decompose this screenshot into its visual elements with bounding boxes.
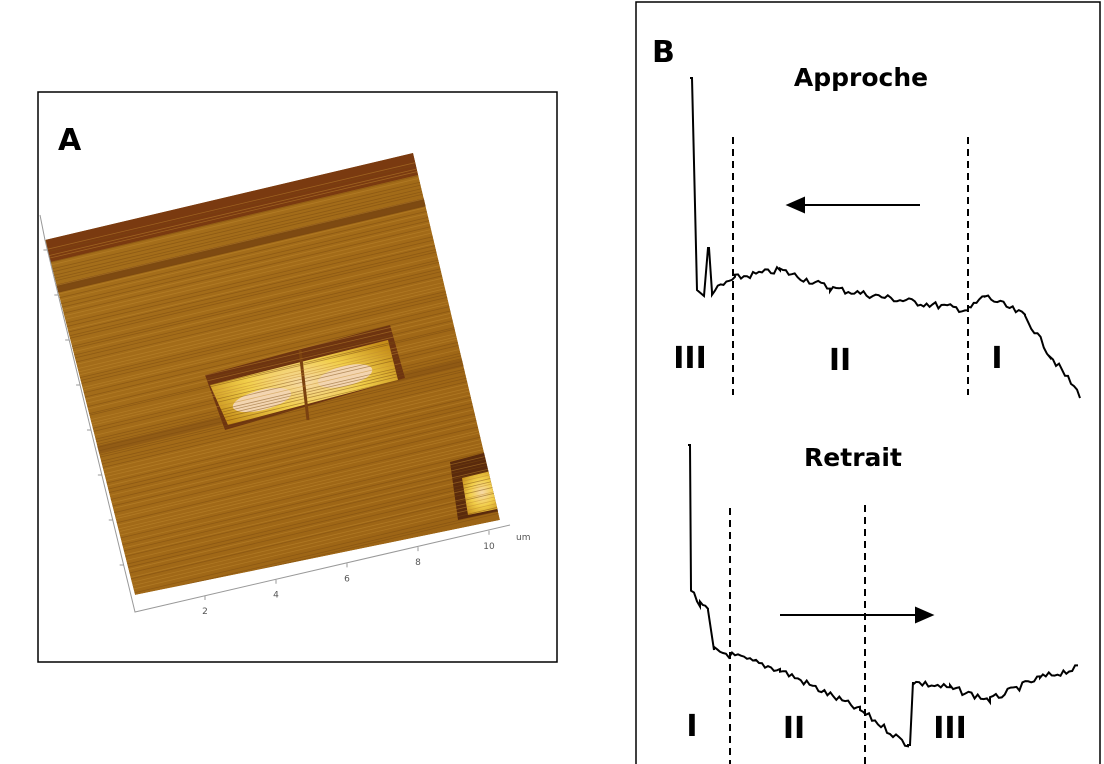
afm-streak <box>45 427 500 542</box>
afm-streak <box>45 289 500 404</box>
afm-streak <box>45 375 500 490</box>
panel-label: A <box>58 123 82 158</box>
afm-streak <box>45 412 500 527</box>
afm-streak <box>45 368 500 483</box>
afm-streak <box>45 259 500 374</box>
afm-streak <box>45 420 500 535</box>
axis-tick-label: 4 <box>273 591 279 601</box>
afm-streak <box>45 252 500 367</box>
afm-streak <box>45 395 500 510</box>
region-label: I <box>686 709 697 744</box>
region-dividers <box>729 137 969 764</box>
afm-streak <box>45 273 500 388</box>
afm-streak <box>45 398 500 513</box>
force-curve <box>688 444 1078 748</box>
afm-streak <box>45 334 500 449</box>
afm-streak <box>45 338 500 453</box>
afm-streak <box>45 357 500 472</box>
afm-axes <box>39 214 511 613</box>
afm-streak <box>45 321 500 436</box>
afm-streak <box>45 318 500 433</box>
afm-streak <box>45 406 500 521</box>
afm-streak <box>45 391 500 506</box>
afm-streak <box>45 264 500 378</box>
afm-streak <box>45 433 500 548</box>
afm-streak <box>45 296 500 411</box>
afm-streak <box>45 378 500 493</box>
afm-streak <box>45 294 500 408</box>
curve-title: Approche <box>794 63 928 92</box>
afm-streak <box>45 284 500 398</box>
region-label: III <box>673 341 707 376</box>
afm-streak <box>45 300 500 415</box>
arrows <box>780 196 935 624</box>
region-label: II <box>783 711 805 746</box>
afm-streak <box>45 388 500 503</box>
afm-streak <box>45 423 500 537</box>
afm-streak <box>45 279 500 394</box>
region-label: II <box>829 343 851 378</box>
afm-streak <box>45 402 500 517</box>
afm-streak <box>45 313 500 428</box>
afm-streak <box>45 365 500 479</box>
afm-streak <box>45 430 500 544</box>
afm-streak <box>45 355 500 470</box>
afm-streak <box>45 267 500 382</box>
afm-streak <box>45 306 500 421</box>
region-label: III <box>933 711 967 746</box>
afm-streak <box>45 304 500 419</box>
afm-streak <box>45 382 500 497</box>
afm-streak <box>45 501 500 595</box>
afm-streak <box>45 330 500 445</box>
axis-tick-label: 10 <box>483 542 495 552</box>
afm-streak <box>45 371 500 486</box>
afm-streak <box>45 344 500 459</box>
afm-streak <box>45 276 500 391</box>
afm-streak <box>45 270 500 385</box>
afm-streak <box>45 436 500 551</box>
afm-streak <box>45 327 500 442</box>
afm-streak <box>45 324 500 438</box>
afm-streak <box>45 347 500 462</box>
afm-streak <box>45 409 500 524</box>
afm-streak <box>45 362 500 477</box>
afm-streak <box>45 385 500 500</box>
afm-streak <box>45 440 500 555</box>
afm-streak <box>45 249 500 364</box>
afm-streak <box>45 257 500 371</box>
curve-title: Retrait <box>804 443 902 472</box>
panel-b-frame <box>635 1 1101 764</box>
region-label: I <box>991 341 1002 376</box>
afm-streak <box>45 286 500 401</box>
afm-streak <box>45 341 500 456</box>
afm-streak <box>45 311 500 426</box>
afm-streak <box>45 416 500 531</box>
axis-tick-label: 8 <box>415 558 421 568</box>
afm-streak <box>45 507 500 595</box>
axis-tick-label: 2 <box>202 607 208 617</box>
axis-unit: um <box>516 533 530 543</box>
axis-tick-label: 6 <box>344 574 350 584</box>
afm-streak <box>45 505 500 595</box>
panel-label: B <box>652 35 675 70</box>
force-curve <box>690 77 1081 399</box>
afm-streak <box>45 351 500 466</box>
